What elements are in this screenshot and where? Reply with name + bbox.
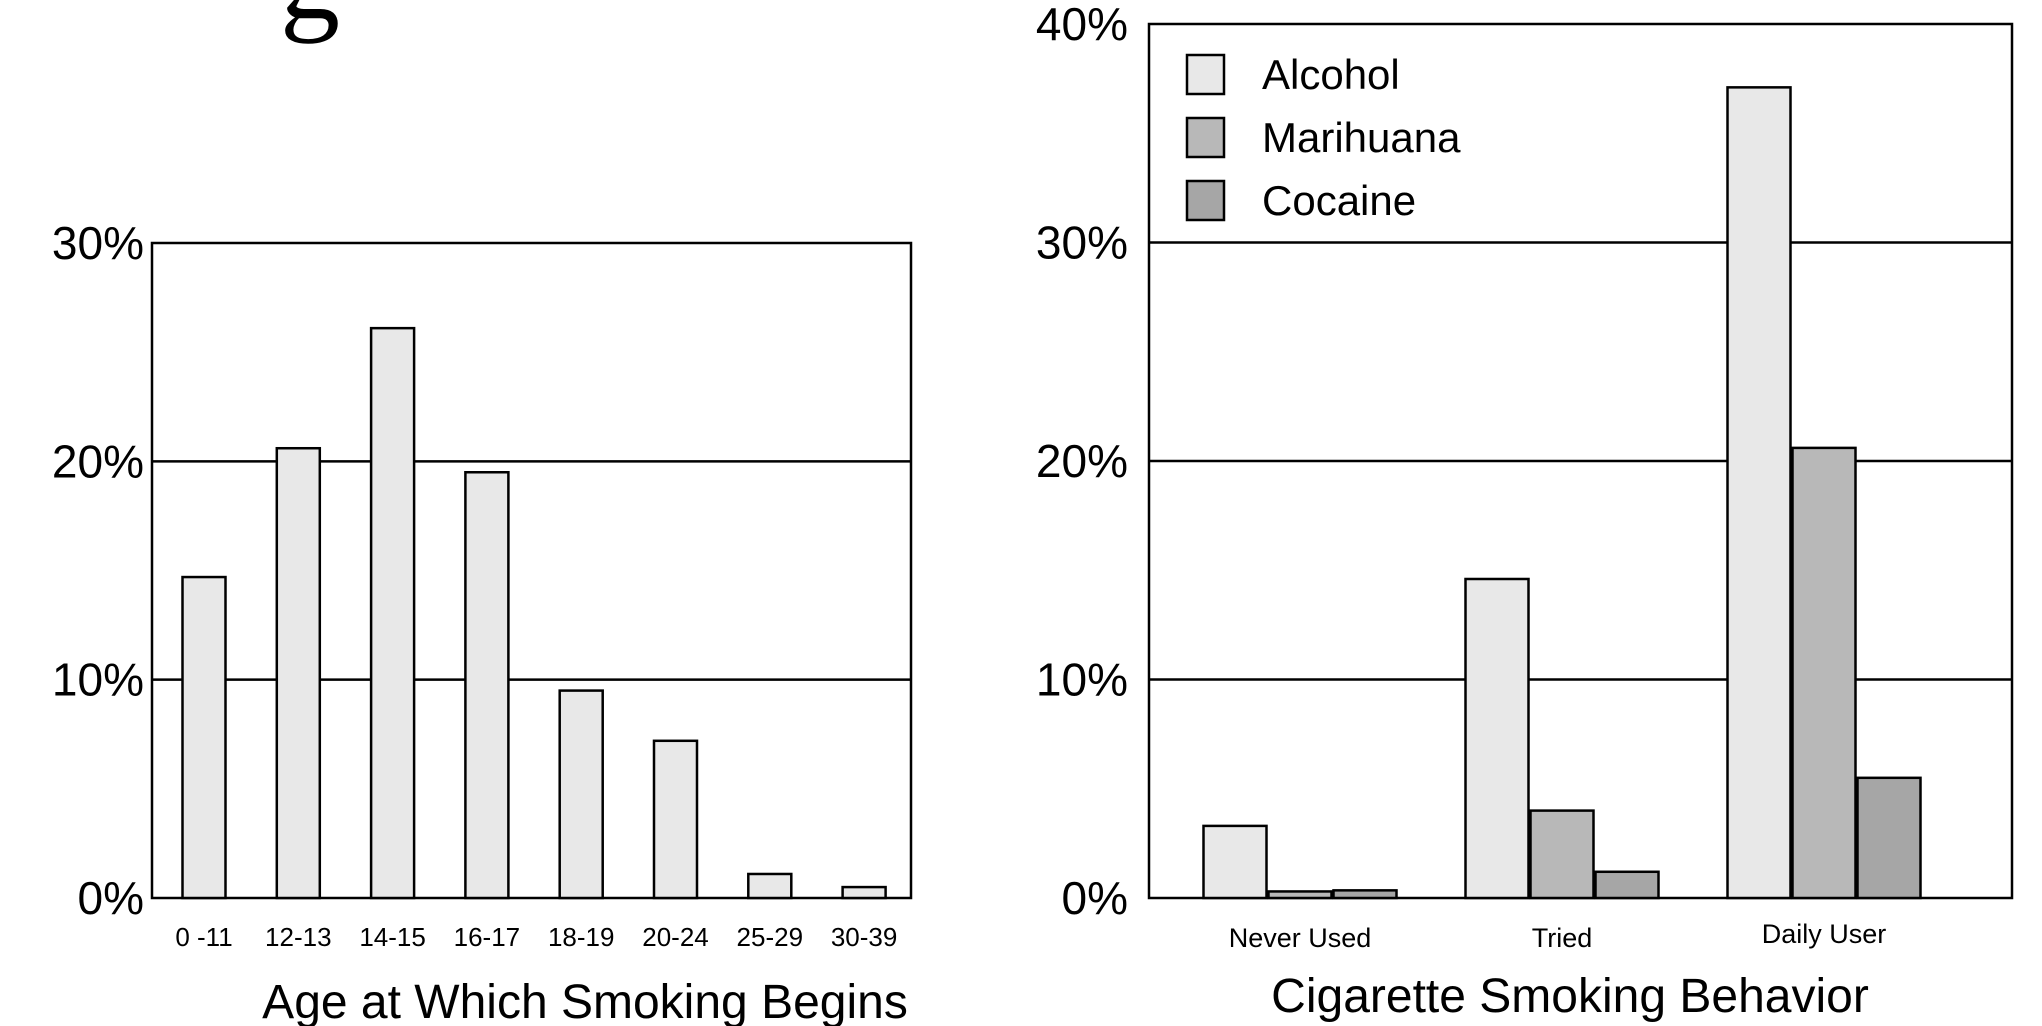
left-plot-frame [150, 241, 913, 900]
bar-0-11 [181, 575, 227, 900]
bar-alcohol-daily-user [1726, 86, 1792, 900]
left-y-tick-label: 30% [52, 217, 144, 269]
bar-marihuana-tried [1529, 809, 1595, 900]
legend-swatch-alcohol [1185, 53, 1226, 96]
left-x-tick-label: 25-29 [737, 922, 804, 952]
left-x-tick-label: 30-39 [831, 922, 898, 952]
bar-14-15 [369, 326, 416, 900]
left-y-tick-label: 0% [78, 872, 144, 924]
right-y-tick-label: 20% [1036, 435, 1128, 487]
right-x-axis-label: Cigarette Smoking Behavior [1271, 970, 1869, 1023]
right-chart: 0% 10% 20% 30% 40% Never Used Tried Daily User… [1036, 0, 2014, 1023]
right-y-tick-label: 10% [1036, 654, 1128, 706]
bar-alcohol-never-used [1202, 824, 1268, 900]
bar-cocaine-never-used [1332, 889, 1398, 900]
right-y-tick-label: 40% [1036, 0, 1128, 50]
left-x-tick-label: 0 -11 [175, 922, 232, 952]
bar-alcohol-tried [1464, 577, 1530, 900]
left-chart: 0% 10% 20% 30% 0 -11 12-13 14-15 16-17 18-19 20-… [52, 217, 913, 1026]
legend-swatch-cocaine [1185, 179, 1226, 222]
title-fragment: g [280, 0, 340, 44]
legend: Alcohol Marihuana Cocaine [1185, 51, 1461, 224]
right-x-tick-label: Tried [1532, 923, 1593, 953]
left-x-tick-label: 12-13 [265, 922, 332, 952]
left-x-tick-label: 16-17 [454, 922, 521, 952]
left-x-tick-label: 20-24 [642, 922, 709, 952]
left-x-tick-label: 18-19 [548, 922, 615, 952]
legend-label-marihuana: Marihuana [1262, 114, 1461, 161]
bar-cocaine-daily-user [1856, 776, 1922, 900]
bar-marihuana-never-used [1267, 890, 1333, 900]
bar-18-19 [558, 689, 604, 900]
bar-30-39 [841, 885, 887, 900]
left-x-tick-label: 14-15 [359, 922, 426, 952]
legend-swatch-marihuana [1185, 116, 1226, 159]
right-x-tick-label: Daily User [1762, 919, 1887, 949]
legend-label-alcohol: Alcohol [1262, 51, 1400, 98]
left-x-axis-label: Age at Which Smoking Begins [262, 976, 908, 1026]
right-y-tick-label: 30% [1036, 217, 1128, 269]
left-y-tick-label: 10% [52, 654, 144, 706]
bar-25-29 [747, 872, 793, 900]
right-x-tick-label: Never Used [1229, 923, 1372, 953]
right-y-tick-label: 0% [1062, 872, 1128, 924]
left-y-tick-label: 20% [52, 435, 144, 487]
bar-12-13 [275, 446, 322, 900]
legend-label-cocaine: Cocaine [1262, 177, 1416, 224]
bar-16-17 [464, 471, 510, 900]
bar-20-24 [652, 739, 699, 900]
bar-cocaine-tried [1594, 870, 1660, 900]
bar-marihuana-daily-user [1791, 446, 1857, 900]
